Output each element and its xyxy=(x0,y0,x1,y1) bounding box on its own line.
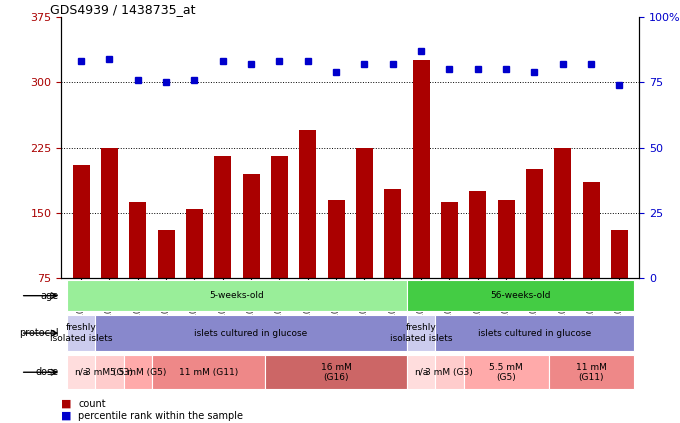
Text: freshly
isolated islets: freshly isolated islets xyxy=(50,324,112,343)
Bar xyxy=(265,355,407,389)
Bar xyxy=(549,355,634,389)
Bar xyxy=(413,60,430,343)
Text: islets cultured in glucose: islets cultured in glucose xyxy=(194,329,307,338)
Bar xyxy=(186,209,203,343)
Bar xyxy=(498,200,515,343)
Bar xyxy=(407,315,435,351)
Text: 3 mM (G3): 3 mM (G3) xyxy=(86,368,133,377)
Bar xyxy=(67,355,95,389)
Text: 3 mM (G3): 3 mM (G3) xyxy=(426,368,473,377)
Bar xyxy=(158,231,175,343)
Bar xyxy=(611,231,628,343)
Bar xyxy=(464,355,549,389)
Text: freshly
isolated islets: freshly isolated islets xyxy=(390,324,452,343)
Bar xyxy=(441,202,458,343)
Bar xyxy=(124,355,152,389)
Bar xyxy=(526,170,543,343)
Bar xyxy=(73,165,90,343)
Text: protocol: protocol xyxy=(18,328,58,338)
Text: 16 mM
(G16): 16 mM (G16) xyxy=(320,363,352,382)
Bar xyxy=(152,355,265,389)
Text: islets cultured in glucose: islets cultured in glucose xyxy=(478,329,591,338)
Text: ■: ■ xyxy=(61,411,71,421)
Bar xyxy=(554,148,571,343)
Text: 5.5 mM (G5): 5.5 mM (G5) xyxy=(109,368,166,377)
Text: age: age xyxy=(40,291,58,301)
Bar xyxy=(129,202,146,343)
Bar xyxy=(95,355,124,389)
Text: 11 mM (G11): 11 mM (G11) xyxy=(179,368,238,377)
Bar xyxy=(271,157,288,343)
Bar xyxy=(407,280,634,311)
Bar xyxy=(214,157,231,343)
Text: percentile rank within the sample: percentile rank within the sample xyxy=(78,411,243,421)
Text: 5-weeks-old: 5-weeks-old xyxy=(209,291,265,300)
Bar xyxy=(583,182,600,343)
Text: 5.5 mM
(G5): 5.5 mM (G5) xyxy=(489,363,523,382)
Bar xyxy=(299,130,316,343)
Bar xyxy=(243,174,260,343)
Bar xyxy=(67,315,95,351)
Bar xyxy=(356,148,373,343)
Bar xyxy=(95,315,407,351)
Text: n/a: n/a xyxy=(414,368,428,377)
Bar xyxy=(435,315,634,351)
Bar xyxy=(101,148,118,343)
Text: count: count xyxy=(78,399,106,409)
Bar xyxy=(407,355,435,389)
Bar xyxy=(435,355,464,389)
Text: GDS4939 / 1438735_at: GDS4939 / 1438735_at xyxy=(50,3,195,16)
Bar xyxy=(384,189,401,343)
Bar xyxy=(67,280,407,311)
Text: 56-weeks-old: 56-weeks-old xyxy=(490,291,550,300)
Bar xyxy=(328,200,345,343)
Text: dose: dose xyxy=(35,367,58,377)
Text: n/a: n/a xyxy=(74,368,88,377)
Bar xyxy=(469,191,486,343)
Text: ■: ■ xyxy=(61,399,71,409)
Text: 11 mM
(G11): 11 mM (G11) xyxy=(575,363,607,382)
